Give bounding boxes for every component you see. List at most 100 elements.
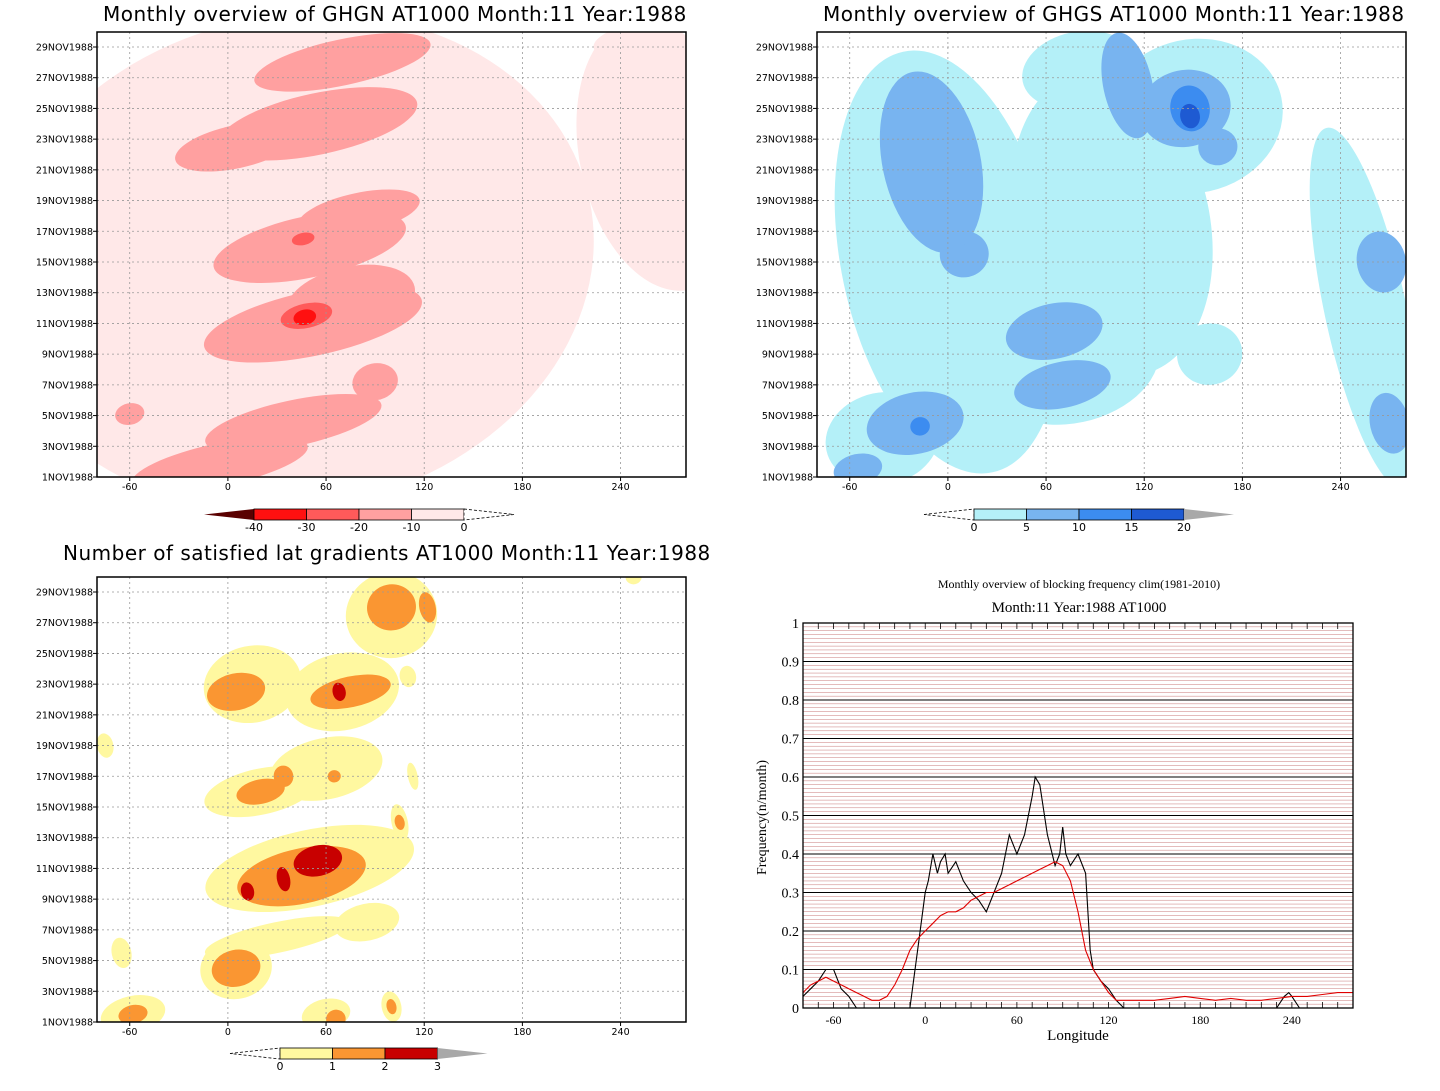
grad-colorbar-left-arrow [229, 1047, 281, 1060]
ghgn-y-tick-label: 17NOV1988 [36, 227, 93, 238]
freq-y-tick-label: 0.4 [782, 848, 800, 863]
ghgn-contour-region [293, 309, 317, 326]
ghgs-colorbar-segment [1131, 508, 1185, 521]
grad-contour-region [204, 916, 350, 959]
grad-y-tick-label: 15NOV1988 [36, 803, 93, 814]
ghgn-y-tick-label: 11NOV1988 [36, 319, 93, 330]
grad-contour-region [326, 1009, 346, 1022]
ghgn-contour-region [352, 363, 398, 401]
ghgs-y-tick-label: 7NOV1988 [762, 380, 813, 391]
freq-y-tick-label: 0.1 [782, 964, 800, 979]
grad-y-tick-label: 27NOV1988 [36, 618, 93, 629]
grad-frame [96, 576, 687, 1023]
ghgn-colorbar-label: -40 [245, 521, 263, 534]
grad-y-tick-label: 21NOV1988 [36, 710, 93, 721]
freq-x-tick-label: 60 [1011, 1013, 1023, 1027]
grad-x-tick-label: -60 [122, 1027, 138, 1038]
ghgs-contour-region [1356, 231, 1406, 293]
ghgs-contour-region [910, 417, 930, 436]
ghgs-y-tick-label: 13NOV1988 [756, 288, 813, 299]
grad-contour-region [367, 584, 416, 631]
grad-x-tick-label: 60 [320, 1027, 332, 1038]
ghgs-y-tick-label: 3NOV1988 [762, 442, 813, 453]
grad-contour-region [301, 998, 351, 1022]
ghgn-y-tick-label: 23NOV1988 [36, 135, 93, 146]
freq-y-tick-label: 0.2 [782, 925, 800, 940]
ghgs-y-tick-label: 25NOV1988 [756, 104, 813, 115]
ghgn-y-tick-label: 7NOV1988 [42, 380, 93, 391]
ghgn-y-tick-label: 29NOV1988 [36, 43, 93, 54]
ghgn-y-tick-label: 15NOV1988 [36, 258, 93, 269]
frequency-panel: Monthly overview of blocking frequency c… [720, 545, 1440, 1091]
ghgs-y-tick-label: 23NOV1988 [756, 135, 813, 146]
ghgs-contour-region [1177, 323, 1243, 385]
ghgs-y-tick-label: 27NOV1988 [756, 73, 813, 84]
ghgn-contour-region [593, 32, 674, 57]
ghgs-y-tick-label: 19NOV1988 [756, 196, 813, 207]
freq-y-tick-label: 0.3 [782, 887, 800, 902]
freq-y-axis-label: Frequency(n/month) [755, 760, 770, 875]
ghgs-contour-region [879, 71, 984, 253]
grad-y-tick-label: 1NOV1988 [42, 1018, 93, 1029]
ghgn-contour-region [297, 189, 420, 237]
ghgs-colorbar-label: 20 [1177, 521, 1191, 534]
ghgn-x-tick-label: 240 [611, 482, 629, 493]
ghgn-y-tick-label: 1NOV1988 [42, 473, 93, 484]
ghgn-colorbar-segment [306, 508, 360, 521]
freq-frame [802, 622, 1354, 1009]
ghgs-fill-layer [825, 32, 1406, 477]
grad-contour-region [399, 665, 417, 688]
ghgs-x-tick-label: 0 [945, 482, 951, 493]
freq-x-axis-label: Longitude [1047, 1028, 1109, 1044]
ghgs-colorbar-segment [1026, 508, 1080, 521]
ghgn-y-tick-label: 13NOV1988 [36, 288, 93, 299]
grad-contour-region [97, 733, 114, 758]
grad-colorbar-segment [279, 1047, 333, 1060]
freq-y-tick-label: 0.7 [782, 733, 800, 748]
ghgs-frame [816, 31, 1407, 478]
ghgs-contour-region [1198, 128, 1238, 166]
ghgs-panel: Monthly overview of GHGS AT1000 Month:11… [720, 0, 1440, 545]
gradients-title: Number of satisfied lat gradients AT1000… [63, 541, 711, 565]
ghgn-title: Monthly overview of GHGN AT1000 Month:11… [103, 2, 687, 26]
ghgn-colorbar-label: -30 [298, 521, 316, 534]
ghgs-x-tick-label: -60 [842, 482, 858, 493]
ghgn-frame [96, 31, 687, 478]
ghgs-colorbar-label: 0 [971, 521, 978, 534]
grad-contour-region [293, 844, 343, 877]
ghgs-x-tick-label: 60 [1040, 482, 1052, 493]
ghgs-y-tick-label: 1NOV1988 [762, 473, 813, 484]
grad-colorbar-label: 3 [434, 1060, 441, 1073]
ghgn-contour-region [218, 87, 418, 161]
grad-y-tick-label: 3NOV1988 [42, 987, 93, 998]
grad-contour-region [310, 674, 391, 710]
ghgn-fill-layer [97, 32, 686, 477]
grad-colorbar-label: 1 [329, 1060, 336, 1073]
ghgn-x-tick-label: 120 [415, 482, 433, 493]
freq-series-red-line [802, 861, 1353, 1001]
frequency-line-chart: Monthly overview of blocking frequency c… [755, 577, 1354, 1044]
ghgs-y-tick-label: 29NOV1988 [756, 43, 813, 54]
ghgs-contour-region [833, 453, 883, 477]
ghgs-contour-region [1005, 302, 1103, 361]
grad-contour-region [240, 882, 255, 901]
freq-x-tick-label: 240 [1283, 1013, 1301, 1027]
grad-contour-region [118, 1004, 148, 1022]
grad-colorbar-segment [384, 1047, 438, 1060]
ghgn-colorbar-right-arrow [463, 508, 515, 521]
grad-contour-region [334, 902, 400, 942]
ghgn-colorbar-left-arrow [204, 509, 254, 520]
ghgs-y-tick-label: 5NOV1988 [762, 411, 813, 422]
ghgn-x-tick-label: 0 [225, 482, 231, 493]
grad-colorbar-label: 2 [382, 1060, 389, 1073]
ghgn-contour-chart: 1NOV1988 3NOV1988 5NOV1988 7NOV1988 9NOV1988… [36, 31, 687, 534]
ghgn-y-tick-label: 19NOV1988 [36, 196, 93, 207]
ghgn-y-tick-label: 27NOV1988 [36, 73, 93, 84]
freq-y-tick-label: 1 [792, 617, 799, 632]
ghgn-colorbar-label: 0 [461, 521, 468, 534]
ghgn-x-tick-label: 60 [320, 482, 332, 493]
grad-x-tick-label: 0 [225, 1027, 231, 1038]
ghgn-colorbar-segment [358, 508, 412, 521]
ghgs-colorbar-label: 15 [1125, 521, 1139, 534]
grad-y-tick-label: 25NOV1988 [36, 649, 93, 660]
